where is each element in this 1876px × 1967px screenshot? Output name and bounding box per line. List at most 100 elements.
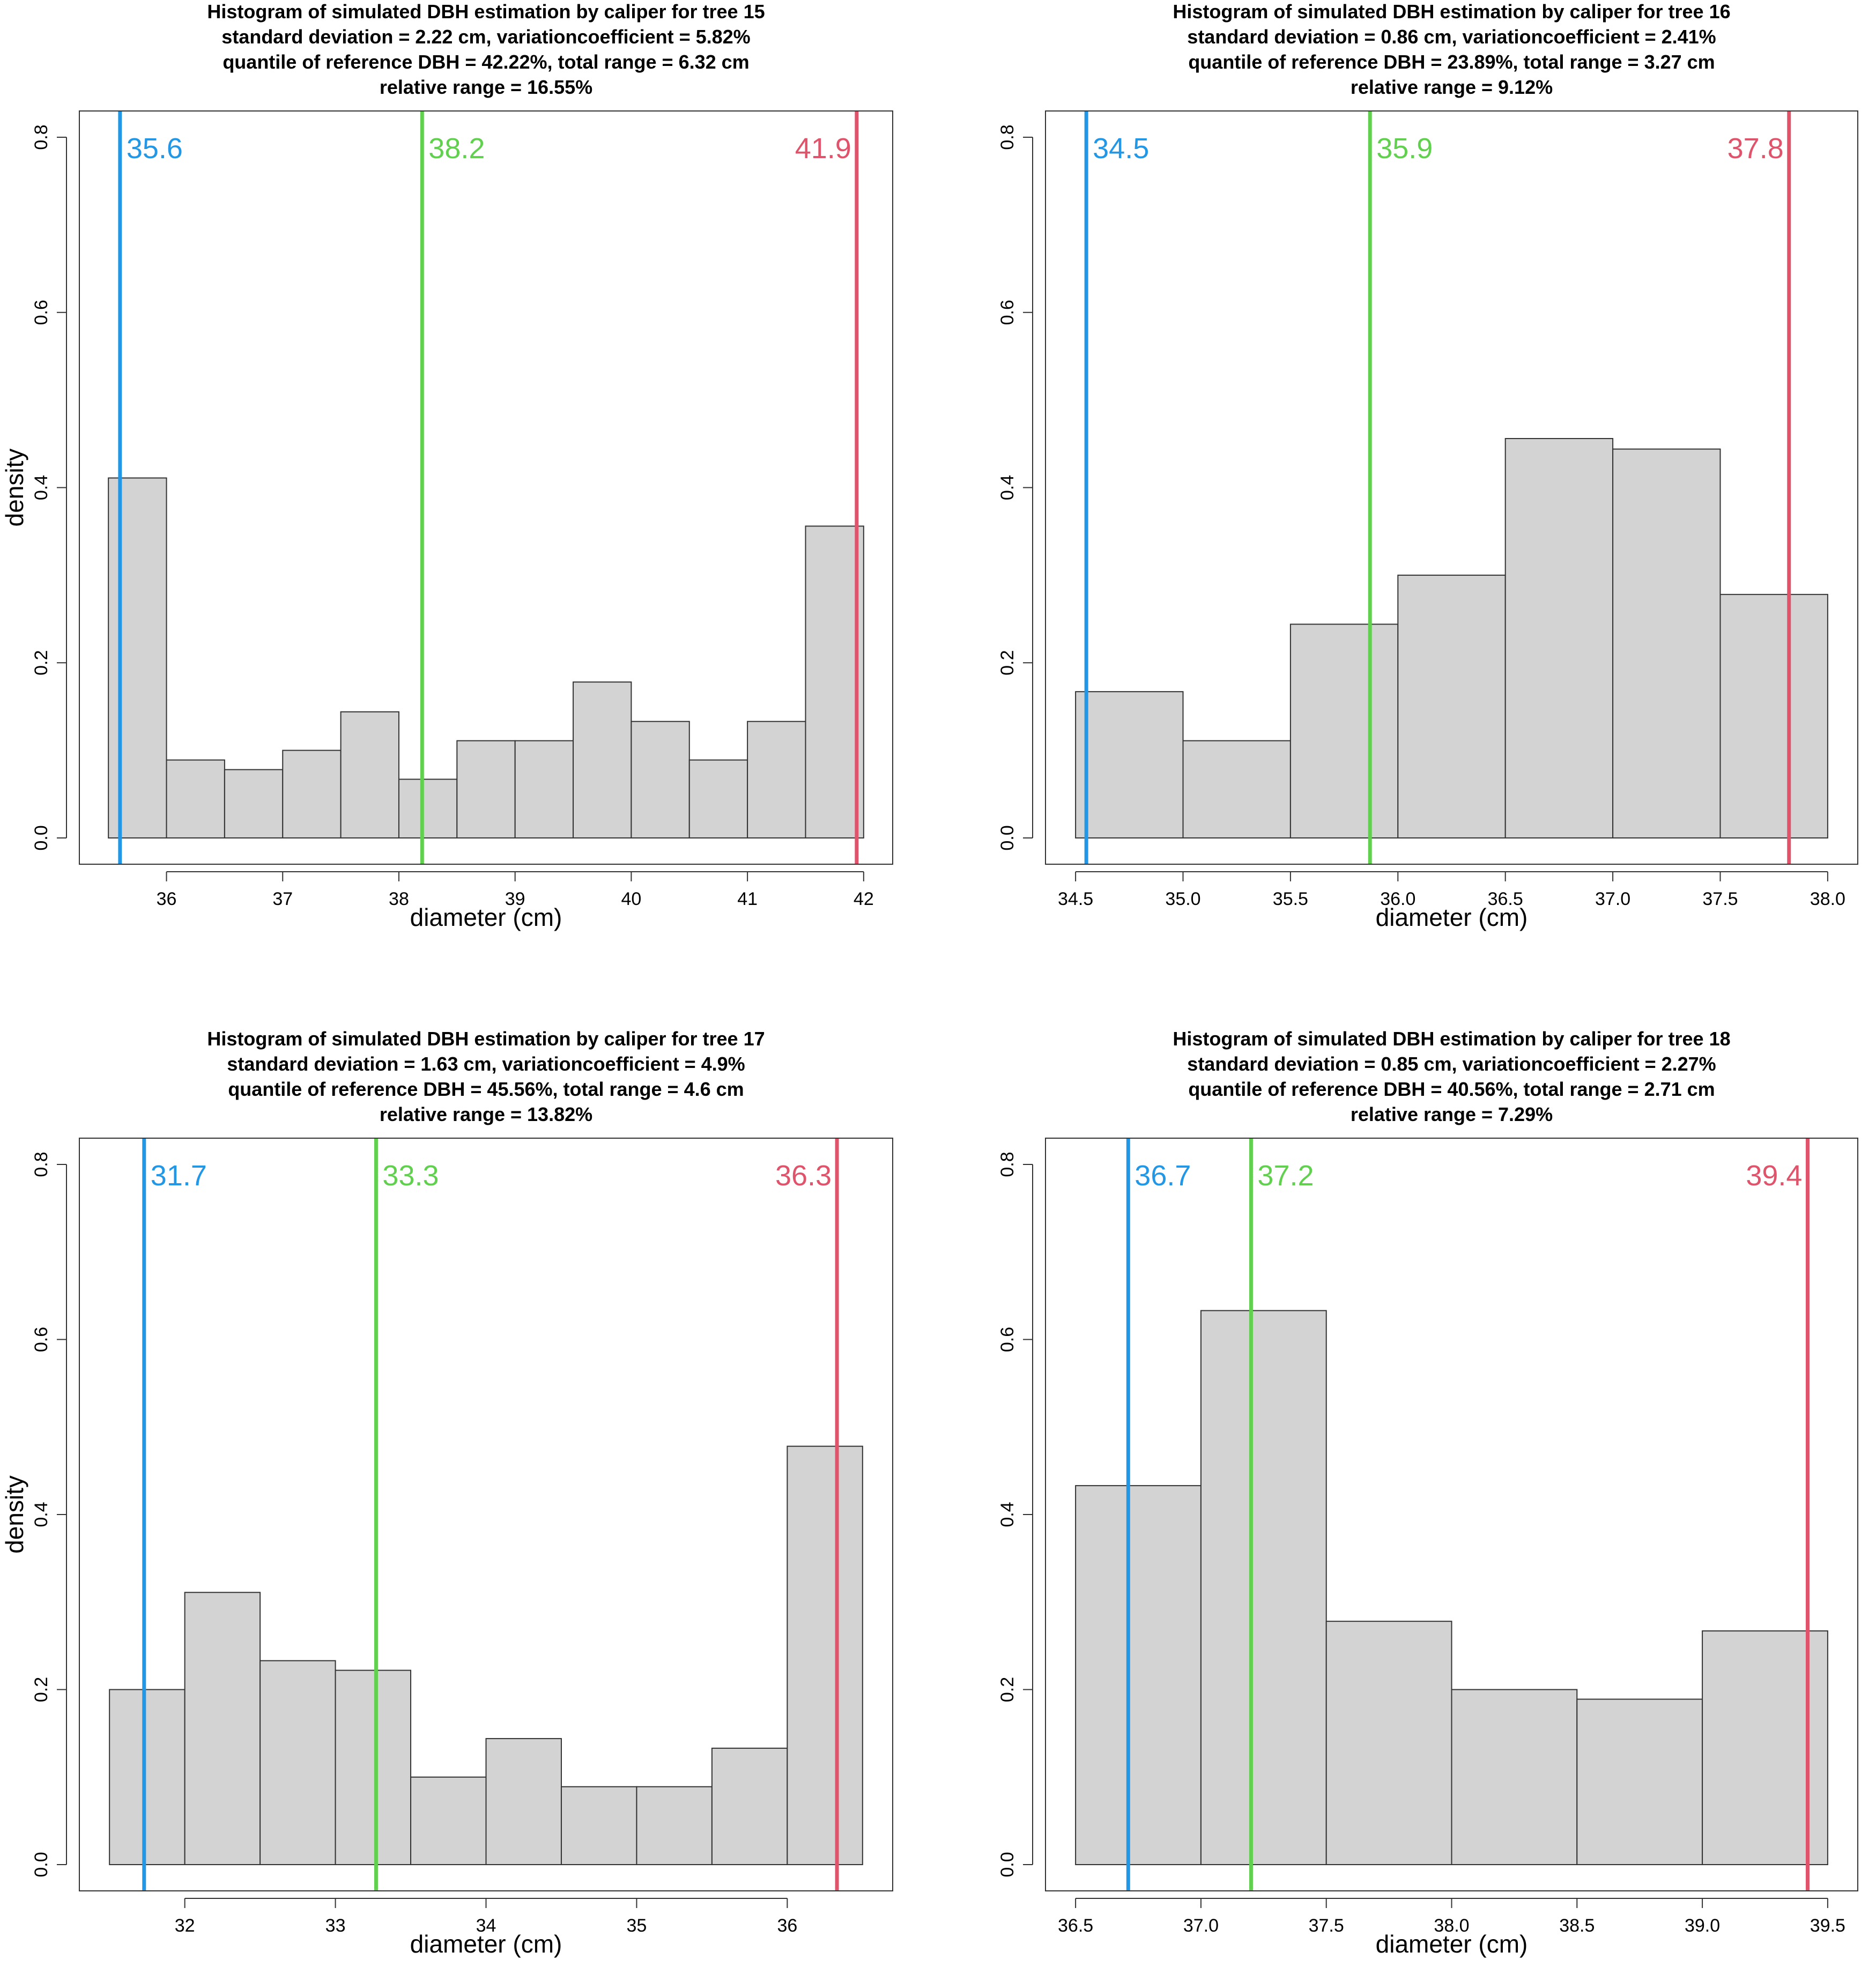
x-tick-label: 37.5 bbox=[1702, 889, 1738, 909]
x-tick-label: 38 bbox=[389, 889, 409, 909]
red-line-label: 39.4 bbox=[1746, 1160, 1802, 1192]
chart-title-line-3: quantile of reference DBH = 23.89%, tota… bbox=[1188, 51, 1715, 73]
histogram-bar bbox=[1504, 438, 1614, 838]
chart-title-line-1: Histogram of simulated DBH estimation by… bbox=[207, 1028, 765, 1050]
red-line-label: 41.9 bbox=[795, 132, 851, 165]
y-tick-label: 0.4 bbox=[997, 475, 1018, 500]
y-tick-label: 0.0 bbox=[31, 1852, 51, 1877]
histogram-bar bbox=[711, 1747, 788, 1866]
x-tick-label: 39.0 bbox=[1685, 1916, 1720, 1936]
histogram-bar bbox=[1075, 1485, 1202, 1866]
x-tick-label: 37.0 bbox=[1183, 1916, 1219, 1936]
histogram-bar bbox=[1719, 593, 1828, 838]
histogram-bar bbox=[1451, 1689, 1578, 1866]
x-tick-label: 33 bbox=[325, 1916, 346, 1936]
y-tick-label: 0.4 bbox=[31, 1502, 51, 1527]
x-tick-label: 39.5 bbox=[1810, 1916, 1845, 1936]
histogram-bar bbox=[108, 477, 167, 838]
x-tick-label: 35.5 bbox=[1273, 889, 1308, 909]
x-tick-label: 35 bbox=[627, 1916, 647, 1936]
x-axis-label: diameter (cm) bbox=[1376, 1930, 1528, 1958]
histogram-bar bbox=[1075, 691, 1184, 838]
histogram-bar bbox=[410, 1776, 487, 1866]
histogram-bar bbox=[787, 1445, 863, 1866]
x-tick-label: 41 bbox=[737, 889, 758, 909]
chart-title-line-2: standard deviation = 0.85 cm, variationc… bbox=[1187, 1053, 1716, 1075]
y-tick-label: 0.4 bbox=[31, 475, 51, 500]
histogram-bar bbox=[1612, 448, 1721, 838]
y-tick-label: 0.2 bbox=[31, 650, 51, 676]
x-tick-label: 39 bbox=[505, 889, 525, 909]
blue-line-label: 36.7 bbox=[1135, 1160, 1191, 1192]
histogram-bar bbox=[747, 721, 806, 838]
y-tick-label: 0.2 bbox=[997, 1677, 1018, 1702]
histogram-bar bbox=[224, 769, 284, 838]
y-axis-label: density bbox=[1, 449, 28, 527]
y-tick-label: 0.2 bbox=[997, 650, 1018, 676]
histogram-panel-4: Histogram of simulated DBH estimation by… bbox=[997, 1028, 1858, 1958]
blue-line-label: 35.6 bbox=[127, 132, 183, 165]
histogram-bar bbox=[631, 721, 690, 838]
x-axis-label: diameter (cm) bbox=[1376, 903, 1528, 931]
histogram-panel-1: Histogram of simulated DBH estimation by… bbox=[1, 1, 893, 931]
green-line-label: 35.9 bbox=[1376, 132, 1433, 165]
chart-title-line-4: relative range = 13.82% bbox=[380, 1103, 592, 1125]
plot-frame bbox=[1045, 1138, 1858, 1891]
plot-frame bbox=[79, 110, 893, 865]
x-tick-label: 37 bbox=[272, 889, 293, 909]
histogram-panel-3: Histogram of simulated DBH estimation by… bbox=[1, 1028, 893, 1958]
green-line-label: 37.2 bbox=[1257, 1160, 1314, 1192]
x-tick-label: 36.5 bbox=[1488, 889, 1523, 909]
histogram-bar bbox=[485, 1738, 562, 1866]
y-tick-label: 0.6 bbox=[997, 1327, 1018, 1352]
x-tick-label: 34 bbox=[476, 1916, 496, 1936]
histogram-bar bbox=[184, 1592, 261, 1866]
chart-title-line-2: standard deviation = 2.22 cm, variationc… bbox=[221, 26, 750, 48]
chart-title-line-2: standard deviation = 1.63 cm, variationc… bbox=[227, 1053, 745, 1075]
chart-title-line-2: standard deviation = 0.86 cm, variationc… bbox=[1187, 26, 1716, 48]
chart-title-line-4: relative range = 16.55% bbox=[380, 76, 592, 98]
histogram-bar bbox=[1325, 1621, 1452, 1866]
y-tick-label: 0.0 bbox=[997, 825, 1018, 850]
histogram-bar bbox=[1200, 1310, 1327, 1866]
y-tick-label: 0.8 bbox=[997, 124, 1018, 150]
histogram-bar bbox=[398, 778, 458, 838]
y-tick-label: 0.0 bbox=[997, 1852, 1018, 1877]
plot-frame bbox=[79, 1138, 893, 1891]
histogram-bar bbox=[282, 749, 342, 838]
x-tick-label: 36 bbox=[157, 889, 177, 909]
x-tick-label: 36.0 bbox=[1380, 889, 1415, 909]
histogram-bar bbox=[166, 759, 225, 838]
histogram-bar bbox=[109, 1689, 186, 1866]
y-tick-label: 0.0 bbox=[31, 825, 51, 850]
x-tick-label: 37.5 bbox=[1309, 1916, 1344, 1936]
blue-line-label: 31.7 bbox=[151, 1160, 207, 1192]
x-tick-label: 38.0 bbox=[1434, 1916, 1469, 1936]
histogram-bar bbox=[335, 1669, 412, 1866]
x-tick-label: 36.5 bbox=[1058, 1916, 1093, 1936]
y-tick-label: 0.2 bbox=[31, 1677, 51, 1702]
y-tick-label: 0.6 bbox=[31, 1327, 51, 1352]
chart-title-line-3: quantile of reference DBH = 40.56%, tota… bbox=[1188, 1078, 1715, 1100]
y-tick-label: 0.8 bbox=[997, 1152, 1018, 1177]
histogram-bar bbox=[456, 740, 516, 838]
y-axis-label: density bbox=[1, 1475, 28, 1554]
y-tick-label: 0.8 bbox=[31, 124, 51, 150]
x-tick-label: 38.0 bbox=[1810, 889, 1845, 909]
histogram-bar bbox=[636, 1786, 713, 1866]
x-tick-label: 42 bbox=[854, 889, 874, 909]
x-tick-label: 35.0 bbox=[1165, 889, 1200, 909]
chart-title-line-3: quantile of reference DBH = 45.56%, tota… bbox=[228, 1078, 744, 1100]
x-tick-label: 34.5 bbox=[1058, 889, 1093, 909]
chart-title-line-1: Histogram of simulated DBH estimation by… bbox=[1173, 1, 1730, 23]
x-tick-label: 32 bbox=[175, 1916, 195, 1936]
green-line-label: 33.3 bbox=[382, 1160, 439, 1192]
histogram-bar bbox=[1397, 574, 1506, 838]
y-tick-label: 0.4 bbox=[997, 1502, 1018, 1527]
histogram-panel-2: Histogram of simulated DBH estimation by… bbox=[997, 1, 1858, 931]
green-line-label: 38.2 bbox=[428, 132, 485, 165]
histogram-bar bbox=[340, 711, 399, 838]
red-line-label: 37.8 bbox=[1727, 132, 1784, 165]
histogram-bar bbox=[1182, 740, 1291, 838]
plot-frame bbox=[1045, 110, 1858, 865]
